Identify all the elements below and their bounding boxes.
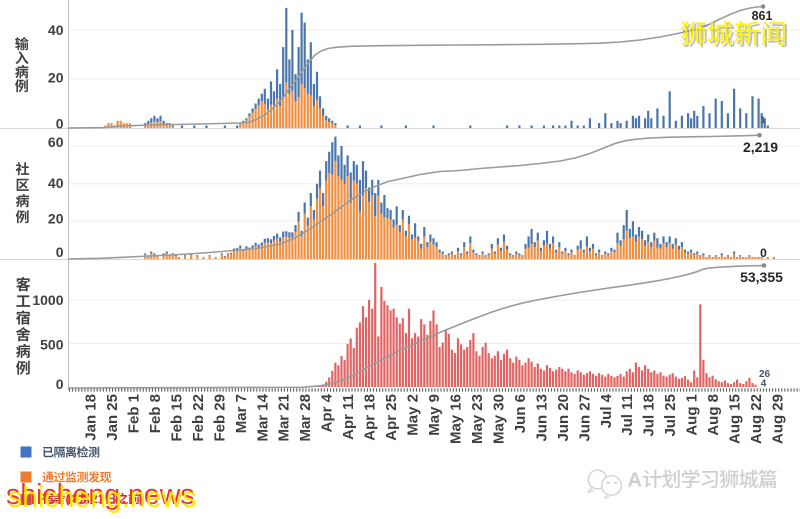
- svg-text:Jul 18: Jul 18: [641, 394, 658, 437]
- svg-text:20: 20: [48, 70, 64, 86]
- svg-text:Mar 28: Mar 28: [297, 394, 314, 442]
- svg-text:Mar 21: Mar 21: [276, 394, 293, 442]
- svg-text:21: 21: [91, 492, 105, 506]
- svg-text:0: 0: [56, 116, 64, 132]
- svg-text:0: 0: [56, 244, 64, 260]
- svg-text:Aug 15: Aug 15: [727, 394, 744, 444]
- svg-text:Apr 11: Apr 11: [340, 394, 357, 440]
- svg-text:0: 0: [760, 246, 767, 260]
- svg-text:53,355: 53,355: [740, 269, 783, 285]
- svg-text:Mar 14: Mar 14: [254, 393, 271, 441]
- svg-text:Jan 25: Jan 25: [104, 394, 121, 441]
- svg-text:Aug 8: Aug 8: [705, 394, 722, 436]
- svg-text:1000: 1000: [32, 292, 63, 308]
- svg-text:May 16: May 16: [448, 394, 465, 444]
- svg-text:Jun 6: Jun 6: [512, 394, 529, 433]
- svg-text:May 9: May 9: [426, 394, 443, 436]
- svg-text:shicheng.news: shicheng.news: [6, 479, 195, 511]
- svg-text:0: 0: [56, 376, 64, 392]
- svg-text:Feb 15: Feb 15: [168, 394, 185, 442]
- svg-text:Jun 20: Jun 20: [555, 394, 572, 442]
- svg-text:4: 4: [761, 379, 767, 390]
- svg-text:(4: (4: [66, 492, 77, 506]
- svg-text:Jan 18: Jan 18: [83, 394, 100, 441]
- svg-text:1: 1: [760, 115, 765, 125]
- svg-text:20: 20: [48, 211, 64, 227]
- svg-text:861: 861: [752, 9, 773, 23]
- svg-text:May 23: May 23: [469, 394, 486, 444]
- svg-text:May 2: May 2: [405, 394, 422, 436]
- svg-text:Jul 25: Jul 25: [662, 394, 679, 437]
- svg-text:Feb 22: Feb 22: [190, 394, 207, 442]
- svg-text:500: 500: [40, 337, 64, 353]
- svg-text:Aug 1: Aug 1: [684, 394, 701, 436]
- svg-text:2,219: 2,219: [743, 139, 778, 155]
- svg-text:Mar 7: Mar 7: [233, 394, 250, 433]
- svg-text:A: A: [629, 471, 643, 493]
- svg-text:Aug 22: Aug 22: [748, 394, 765, 444]
- svg-text:Apr 4: Apr 4: [319, 393, 336, 432]
- svg-text:Feb 8: Feb 8: [147, 394, 164, 433]
- svg-text:A: A: [628, 470, 642, 492]
- svg-text:Apr 25: Apr 25: [383, 394, 400, 441]
- svg-text:shicheng.news: shicheng.news: [8, 482, 197, 514]
- svg-text:Jul 11: Jul 11: [619, 394, 636, 436]
- svg-text:Jul 4: Jul 4: [598, 393, 615, 428]
- svg-text:Feb 1: Feb 1: [125, 394, 142, 433]
- svg-text:May 30: May 30: [490, 394, 507, 444]
- svg-text:Feb 29: Feb 29: [211, 394, 228, 442]
- svg-text:40: 40: [48, 22, 64, 38]
- svg-text:Apr 18: Apr 18: [362, 394, 379, 441]
- svg-text:40: 40: [48, 175, 64, 191]
- svg-text:Aug 29: Aug 29: [770, 394, 787, 444]
- svg-text:Jun 13: Jun 13: [533, 394, 550, 442]
- svg-text:): ): [140, 492, 144, 506]
- svg-text:Jun 27: Jun 27: [576, 394, 593, 442]
- svg-text:26: 26: [759, 369, 771, 380]
- svg-text:60: 60: [48, 134, 64, 150]
